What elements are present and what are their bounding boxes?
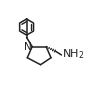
Text: N: N: [24, 42, 32, 52]
Text: NH$_2$: NH$_2$: [62, 48, 84, 61]
